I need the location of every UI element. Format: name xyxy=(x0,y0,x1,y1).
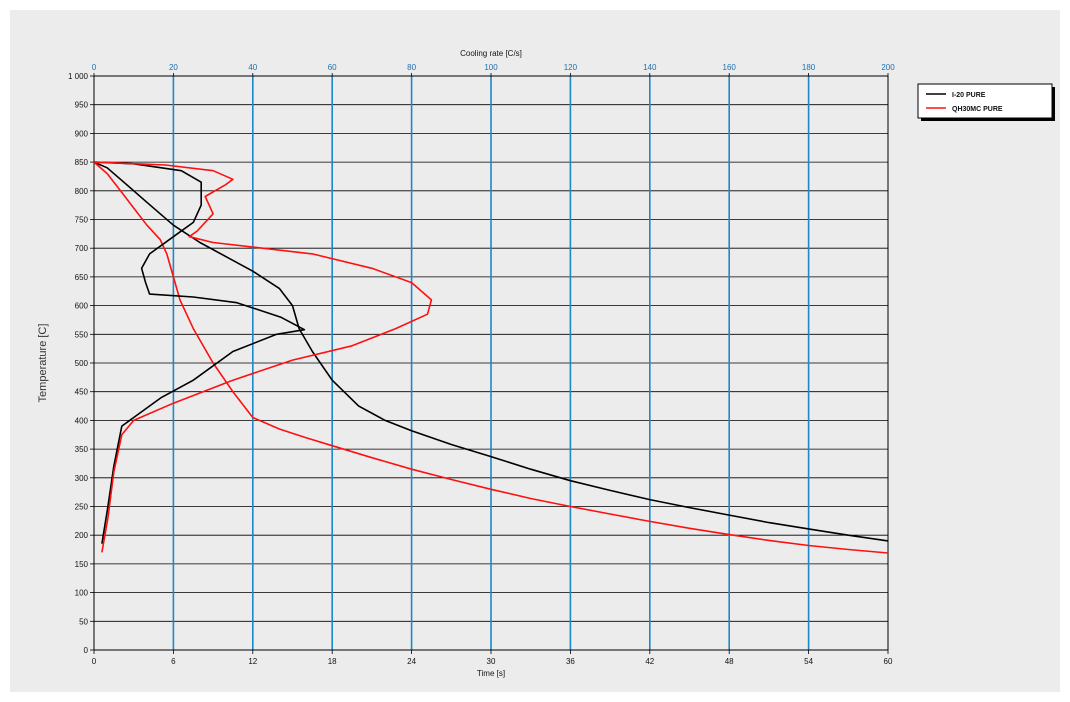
chart-frame: 0 50 100 150 200 250 300 350 400 450 500 550 600 650 7… xyxy=(10,10,1060,692)
x-tick-label: 24 xyxy=(407,657,416,666)
y-tick-labels: 0 50 100 150 200 250 300 350 400 450 500 550 600 650 7… xyxy=(68,72,89,655)
x2-tick-label: 40 xyxy=(248,63,257,72)
x2-tick-label: 60 xyxy=(328,63,337,72)
y-tick-label: 750 xyxy=(75,216,89,225)
x-tick-label: 36 xyxy=(566,657,575,666)
series-line-2 xyxy=(93,161,306,544)
x-tick-label: 12 xyxy=(248,657,257,666)
y-tick-label: 650 xyxy=(75,273,89,282)
legend-box xyxy=(917,83,1053,119)
y-tick-label: 100 xyxy=(75,589,89,598)
series-line-0 xyxy=(93,161,889,542)
y-tick-label: 850 xyxy=(75,158,89,167)
y-tick-label: 900 xyxy=(75,129,89,138)
x2-tick-label: 140 xyxy=(643,63,657,72)
y-tick-label: 700 xyxy=(75,244,89,253)
y-tick-label: 350 xyxy=(75,445,89,454)
legend: I-20 PURE QH30MC PURE xyxy=(917,83,1055,121)
x2-tick-label: 0 xyxy=(92,63,97,72)
x2-tick-label: 200 xyxy=(881,63,895,72)
y-axis-title: Temperature [C] xyxy=(37,324,49,403)
x2-tick-label: 20 xyxy=(169,63,178,72)
x-tick-label: 60 xyxy=(884,657,893,666)
x2-tick-label: 80 xyxy=(407,63,416,72)
y-tick-label: 450 xyxy=(75,388,89,397)
y-tick-label: 300 xyxy=(75,474,89,483)
x2-tick-labels: 0 20 40 60 80 100 120 140 160 180 200 xyxy=(92,63,895,76)
legend-label-i20: I-20 PURE xyxy=(952,92,986,99)
series-layer xyxy=(93,161,889,554)
x-tick-label: 54 xyxy=(804,657,813,666)
x2-tick-label: 160 xyxy=(723,63,737,72)
x-gridlines xyxy=(93,76,889,654)
y-tick-label: 150 xyxy=(75,560,89,569)
y-tick-label: 500 xyxy=(75,359,89,368)
y-tick-label: 0 xyxy=(84,646,89,655)
y-tick-label: 250 xyxy=(75,503,89,512)
chart-svg: 0501001502002503003504004505005506006507… xyxy=(37,49,1055,678)
y-tick-label: 50 xyxy=(79,617,88,626)
x-tick-label: 6 xyxy=(171,657,176,666)
y-tick-label: 550 xyxy=(75,330,89,339)
y-tick-label: 950 xyxy=(75,101,89,110)
y-tick-label: 200 xyxy=(75,531,89,540)
x-tick-label: 0 xyxy=(92,657,97,666)
x-tick-label: 42 xyxy=(645,657,654,666)
x-tick-label: 30 xyxy=(487,657,496,666)
y-tick-label: 400 xyxy=(75,416,89,425)
series-line-1 xyxy=(93,161,889,554)
x2-tick-label: 100 xyxy=(484,63,498,72)
x2-axis-title: Cooling rate [C/s] xyxy=(460,49,522,58)
x-axis-title: Time [s] xyxy=(477,669,505,678)
y-gridlines xyxy=(90,75,888,651)
legend-label-qh30mc: QH30MC PURE xyxy=(952,106,1003,113)
x-tick-label: 48 xyxy=(725,657,734,666)
x-tick-label: 18 xyxy=(328,657,337,666)
y-tick-label: 600 xyxy=(75,302,89,311)
x2-tick-label: 180 xyxy=(802,63,816,72)
y-tick-label: 1 000 xyxy=(68,72,89,81)
x2-tick-label: 120 xyxy=(564,63,578,72)
y-tick-label: 800 xyxy=(75,187,89,196)
x-tick-labels: 0 6 12 18 24 30 36 42 48 54 60 xyxy=(92,657,893,666)
series-line-3 xyxy=(93,161,433,553)
